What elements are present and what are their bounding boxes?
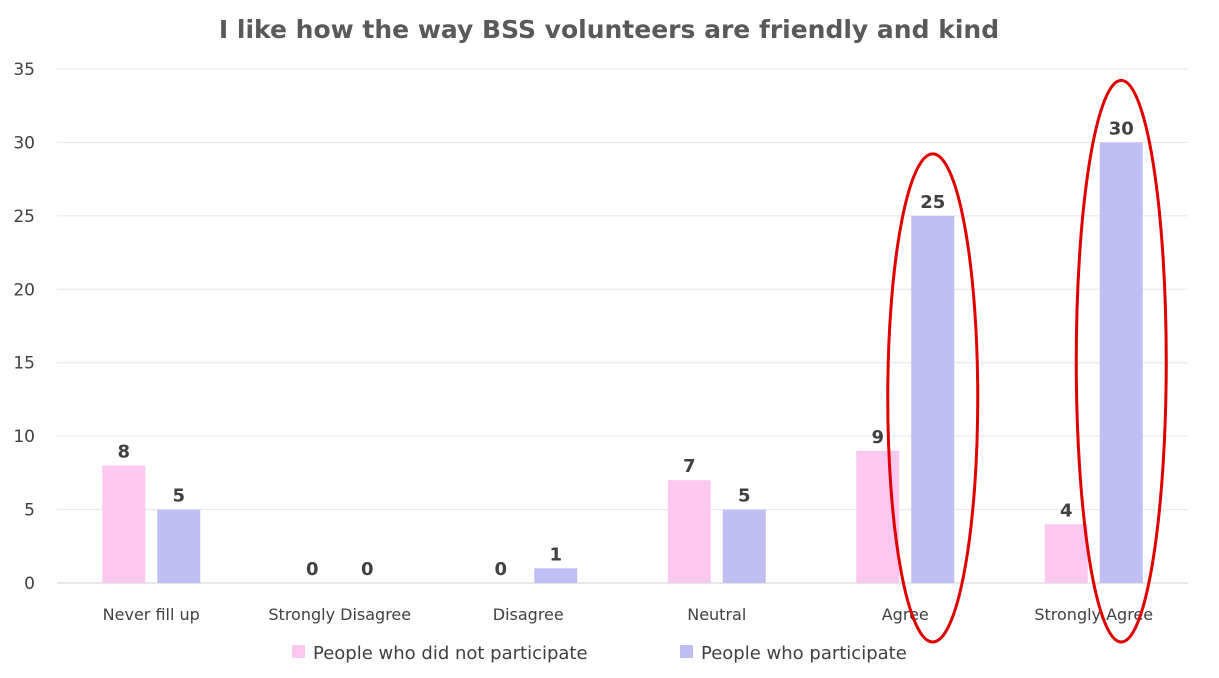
legend-swatch <box>292 645 305 658</box>
y-axis-ticks: 0 5 10 15 20 25 30 35 <box>13 60 35 594</box>
x-tick-label: Never fill up <box>103 605 200 624</box>
data-label: 5 <box>738 486 751 507</box>
data-label: 0 <box>494 559 507 580</box>
bar <box>722 509 766 583</box>
y-tick-label: 20 <box>13 280 35 300</box>
data-label: 0 <box>306 559 319 580</box>
highlight-ellipse <box>886 152 980 644</box>
data-label: 4 <box>1060 500 1073 521</box>
bar <box>1099 142 1143 583</box>
bar <box>1044 524 1088 583</box>
y-tick-label: 35 <box>13 60 35 80</box>
data-label: 9 <box>871 427 884 448</box>
x-tick-label: Strongly Agree <box>1034 605 1153 624</box>
y-tick-label: 10 <box>13 427 35 447</box>
data-label: 8 <box>117 442 130 463</box>
x-tick-label: Agree <box>882 605 929 624</box>
data-label: 1 <box>549 544 562 565</box>
data-labels: 8 5 0 0 0 1 7 5 9 25 4 30 <box>117 118 1133 580</box>
highlight-ellipse <box>1074 78 1168 644</box>
y-tick-label: 0 <box>24 574 35 594</box>
data-label: 0 <box>361 559 374 580</box>
legend-label: People who did not participate <box>313 643 588 664</box>
legend: People who did not participate People who… <box>292 643 907 664</box>
x-tick-label: Disagree <box>493 605 564 624</box>
bar <box>667 480 711 583</box>
data-label: 5 <box>172 486 185 507</box>
bar <box>102 465 146 583</box>
y-tick-label: 30 <box>13 133 35 153</box>
gridlines <box>57 68 1188 584</box>
legend-swatch <box>680 645 693 658</box>
bar <box>157 509 201 583</box>
bar <box>911 215 955 583</box>
data-label: 25 <box>920 192 945 213</box>
annotations <box>886 78 1168 644</box>
y-tick-label: 25 <box>13 207 35 227</box>
bars <box>102 142 1143 583</box>
data-label: 7 <box>683 456 696 477</box>
x-tick-label: Strongly Disagree <box>268 605 411 624</box>
chart-title: I like how the way BSS volunteers are fr… <box>219 15 999 44</box>
x-tick-label: Neutral <box>687 605 746 624</box>
data-label: 30 <box>1109 118 1134 139</box>
y-tick-label: 5 <box>24 501 35 521</box>
bar <box>534 568 578 583</box>
x-axis-ticks: Never fill up Strongly Disagree Disagree Ne… <box>103 605 1153 624</box>
legend-label: People who participate <box>701 643 907 664</box>
y-tick-label: 15 <box>13 354 35 374</box>
